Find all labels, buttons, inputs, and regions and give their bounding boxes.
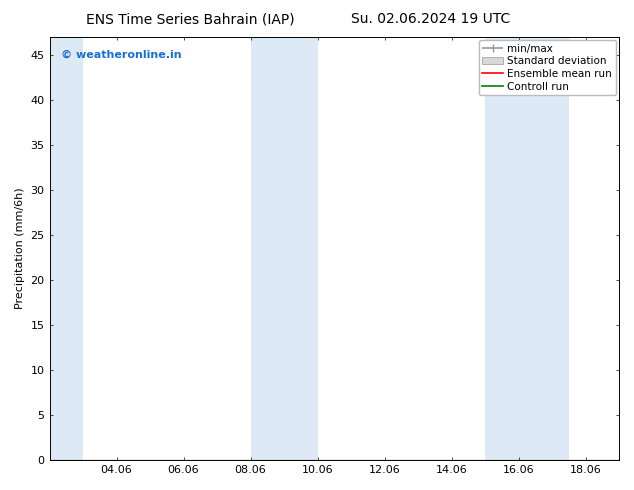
Bar bbox=[485, 37, 569, 460]
Text: ENS Time Series Bahrain (IAP): ENS Time Series Bahrain (IAP) bbox=[86, 12, 295, 26]
Legend: min/max, Standard deviation, Ensemble mean run, Controll run: min/max, Standard deviation, Ensemble me… bbox=[479, 40, 616, 95]
Bar bbox=[250, 37, 318, 460]
Bar bbox=[49, 37, 83, 460]
Y-axis label: Precipitation (mm/6h): Precipitation (mm/6h) bbox=[15, 188, 25, 309]
Text: © weatheronline.in: © weatheronline.in bbox=[61, 50, 181, 60]
Text: Su. 02.06.2024 19 UTC: Su. 02.06.2024 19 UTC bbox=[351, 12, 511, 26]
